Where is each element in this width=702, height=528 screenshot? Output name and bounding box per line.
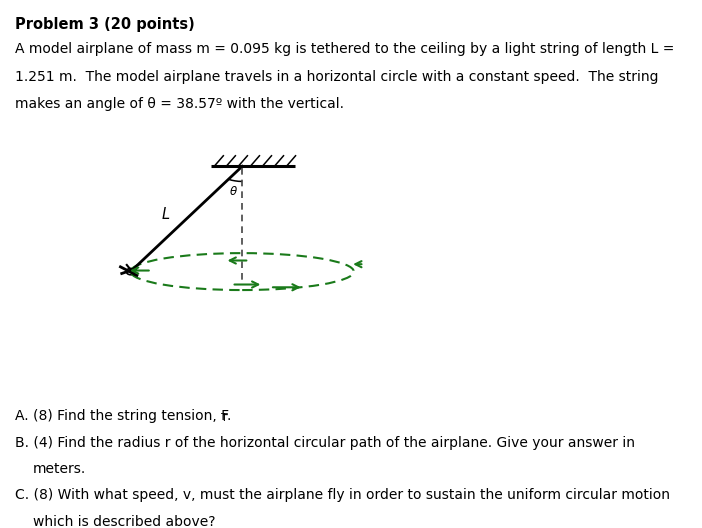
Text: which is described above?: which is described above? — [33, 515, 216, 528]
Text: θ: θ — [230, 185, 237, 198]
Text: T: T — [221, 413, 228, 423]
Text: B. (4) Find the radius r of the horizontal circular path of the airplane. Give y: B. (4) Find the radius r of the horizont… — [15, 436, 635, 450]
Text: meters.: meters. — [33, 462, 86, 476]
Text: makes an angle of θ = 38.57º with the vertical.: makes an angle of θ = 38.57º with the ve… — [15, 97, 345, 111]
Text: A. (8) Find the string tension, F: A. (8) Find the string tension, F — [15, 409, 230, 423]
Text: L: L — [161, 207, 169, 222]
Text: C. (8) With what speed, v, must the airplane fly in order to sustain the uniform: C. (8) With what speed, v, must the airp… — [15, 488, 670, 503]
Text: .: . — [226, 409, 230, 423]
Text: A model airplane of mass m = 0.095 kg is tethered to the ceiling by a light stri: A model airplane of mass m = 0.095 kg is… — [15, 42, 675, 56]
Text: Problem 3 (20 points): Problem 3 (20 points) — [15, 17, 195, 32]
Text: 1.251 m.  The model airplane travels in a horizontal circle with a constant spee: 1.251 m. The model airplane travels in a… — [15, 70, 659, 84]
